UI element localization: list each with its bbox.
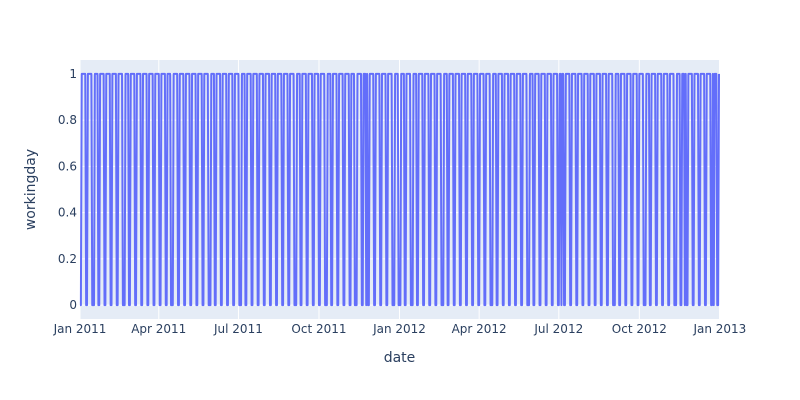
x-axis: Jan 2011 Apr 2011 Jul 2011 Oct 2011 Jan 2012… [53, 322, 747, 336]
y-tick-label: 0 [69, 298, 77, 312]
x-tick-label: Jan 2011 [53, 322, 107, 336]
y-axis-title: workingday [23, 149, 39, 230]
x-tick-label: Jul 2011 [213, 322, 263, 336]
x-tick-label: Oct 2011 [291, 322, 346, 336]
series-layer [79, 72, 720, 307]
y-tick-label: 0.8 [58, 113, 77, 127]
y-tick-label: 0.4 [58, 206, 77, 220]
y-axis: 0 0.2 0.4 0.6 0.8 1 [58, 67, 77, 312]
y-tick-label: 0.2 [58, 252, 77, 266]
x-axis-title: date [384, 350, 416, 366]
workingday-series-line [79, 72, 720, 307]
x-tick-label: Jul 2012 [533, 322, 583, 336]
x-tick-label: Jan 2012 [372, 322, 426, 336]
x-tick-label: Apr 2012 [452, 322, 507, 336]
y-tick-label: 0.6 [58, 159, 77, 173]
x-tick-label: Oct 2012 [612, 322, 667, 336]
x-tick-label: Jan 2013 [692, 322, 746, 336]
y-tick-label: 1 [69, 67, 77, 81]
x-tick-label: Apr 2011 [131, 322, 186, 336]
